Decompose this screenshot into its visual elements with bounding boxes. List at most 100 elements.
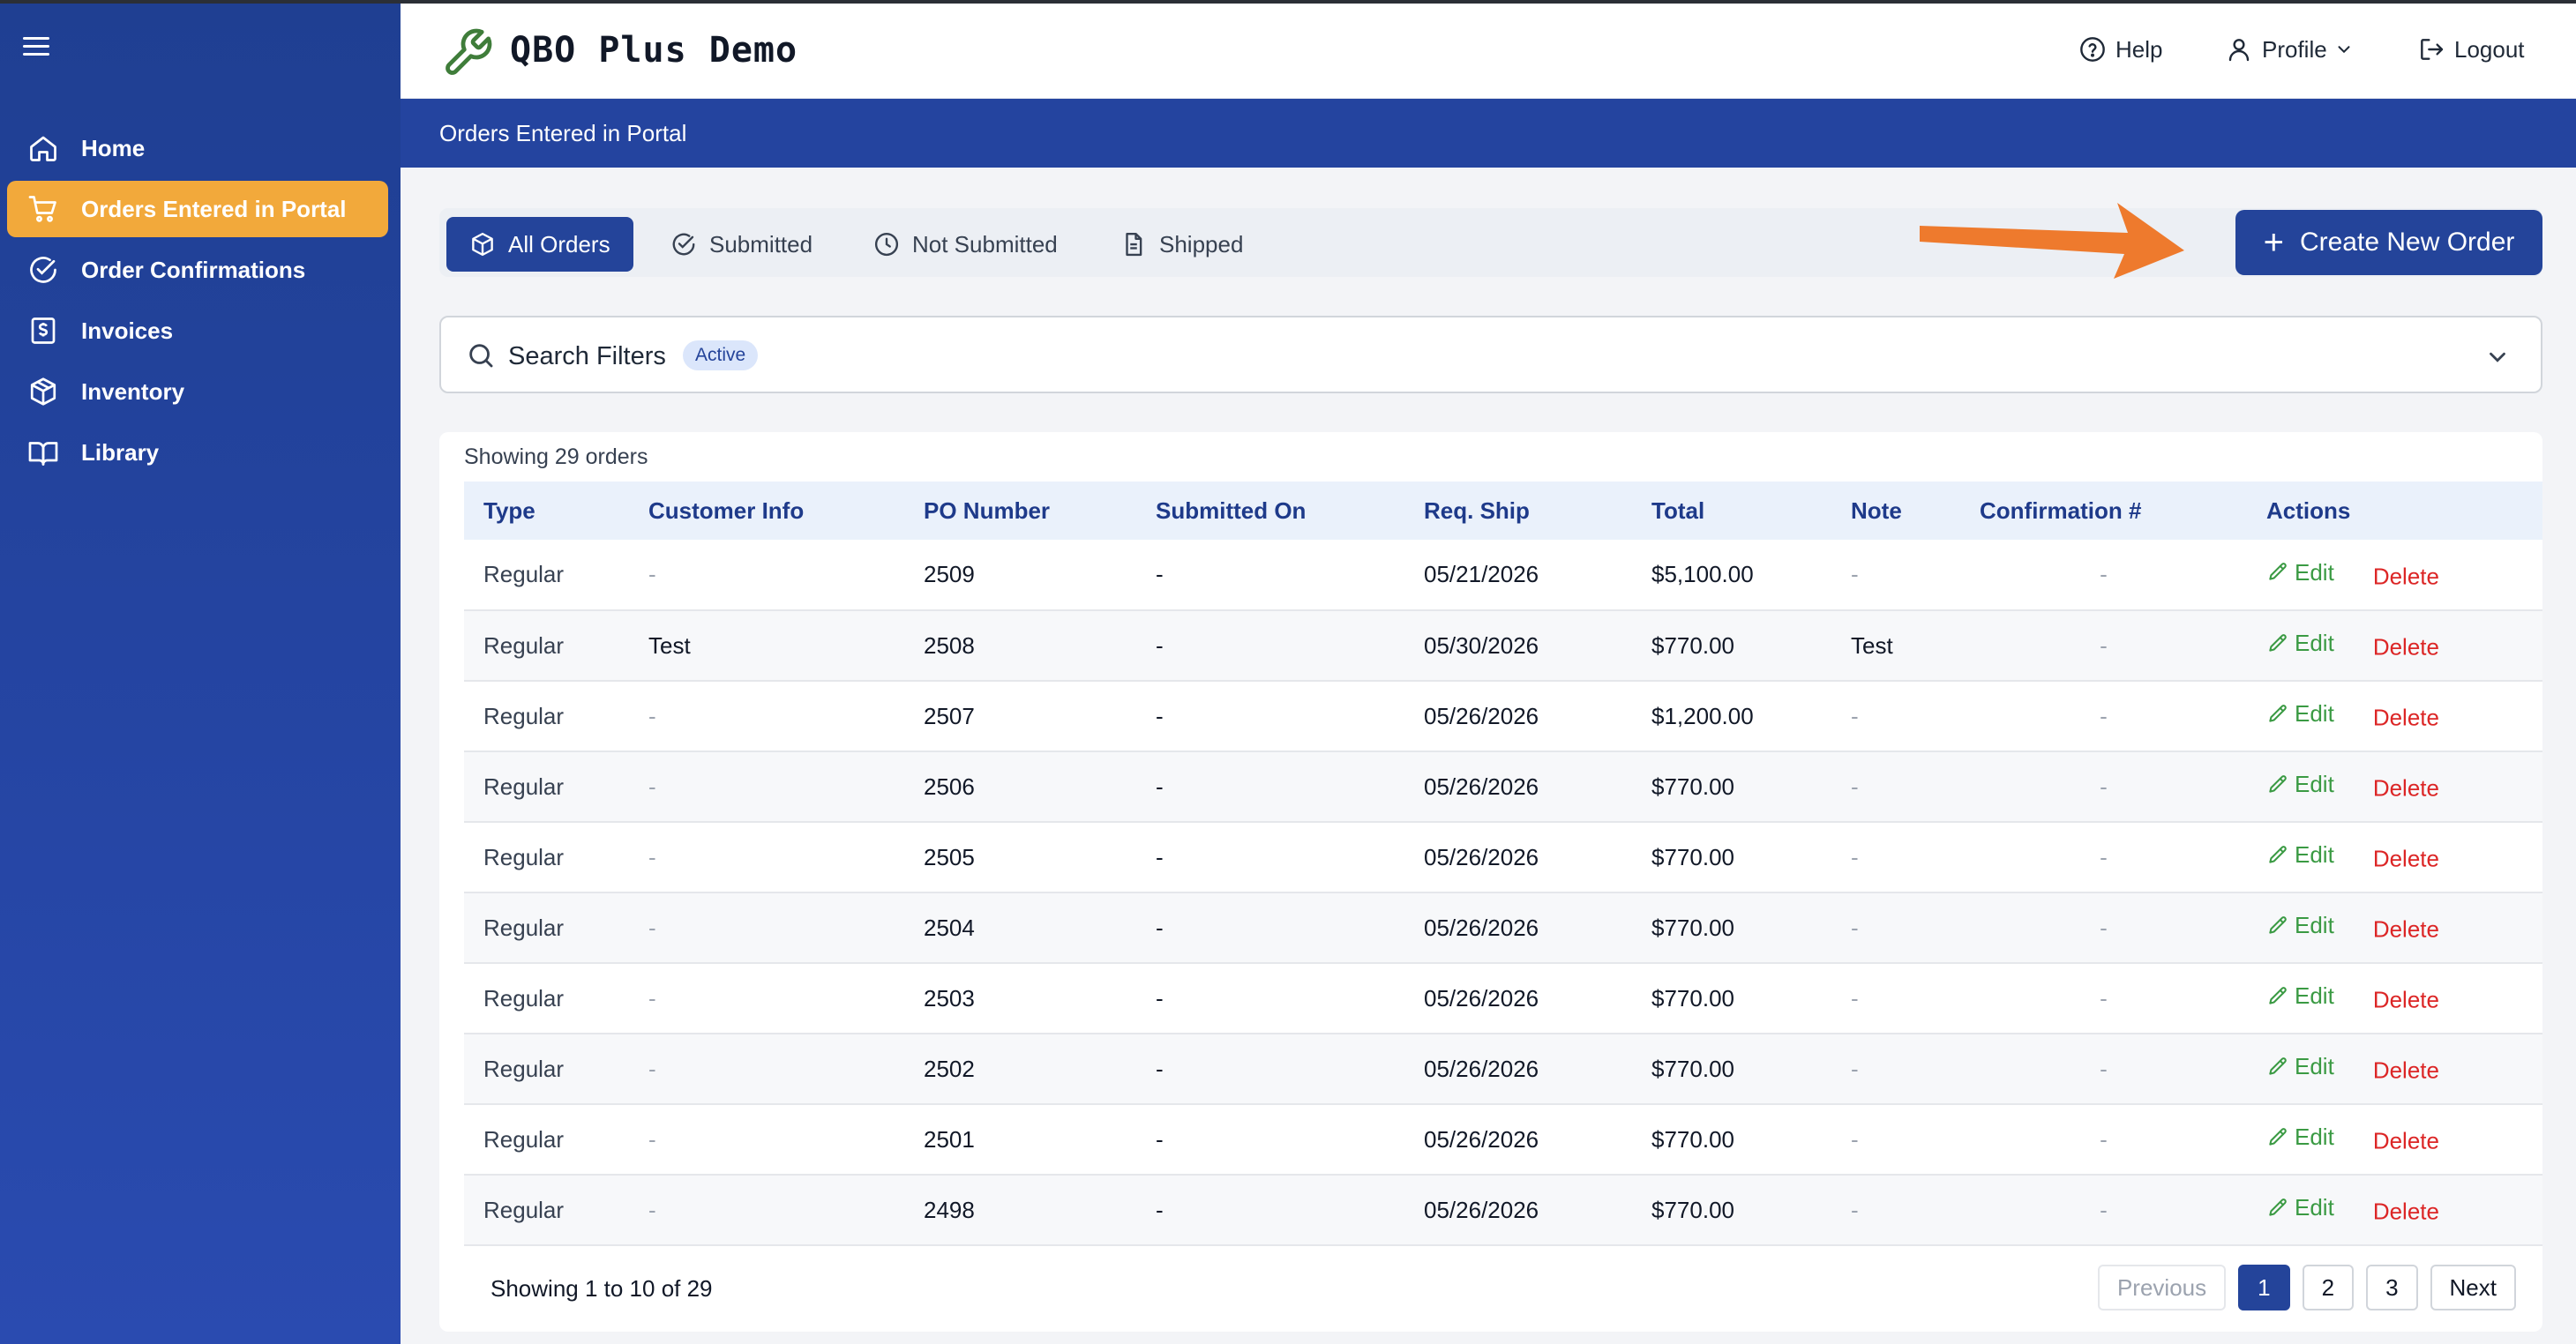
check-circle-icon [26,253,60,287]
table-row: Regular - 2498 - 05/26/2026 $770.00 - - Edit Dele… [464,1175,2542,1245]
column-header: Actions [2266,497,2351,524]
column-header[interactable]: PO Number [924,497,1051,524]
cell-req-ship: 05/26/2026 [1424,1125,1539,1153]
column-header[interactable]: Customer Info [648,497,805,524]
cell-total: $770.00 [1651,631,1734,659]
edit-button[interactable]: Edit [2266,630,2334,657]
cell-actions: Edit Delete [2247,1104,2542,1175]
sidebar-item-orders[interactable]: Orders Entered in Portal [7,181,388,237]
table-row: Regular - 2509 - 05/21/2026 $5,100.00 - - Edit De… [464,540,2542,610]
cell-confirmation: - [2100,1125,2108,1153]
tab-not-submitted[interactable]: Not Submitted [850,217,1081,272]
cell-submitted-on: - [1156,1125,1164,1153]
edit-label: Edit [2295,1124,2334,1151]
profile-button[interactable]: Profile [2225,35,2354,63]
profile-label: Profile [2262,35,2327,63]
tab-label: All Orders [508,230,610,258]
page-button-3[interactable]: 3 [2366,1265,2418,1310]
cell-submitted-on: - [1156,773,1164,800]
sidebar-item-invoices[interactable]: Invoices [7,302,388,359]
cell-req-ship: 05/26/2026 [1424,702,1539,729]
edit-button[interactable]: Edit [2266,1124,2334,1151]
cell-actions: Edit Delete [2247,1175,2542,1245]
delete-button[interactable]: Delete [2372,633,2439,661]
create-new-order-button[interactable]: + Create New Order [2235,210,2542,275]
tab-shipped[interactable]: Shipped [1097,217,1266,272]
edit-button[interactable]: Edit [2266,700,2334,728]
column-header[interactable]: Note [1851,497,1902,524]
delete-button[interactable]: Delete [2372,1127,2439,1154]
table-row: Regular - 2507 - 05/26/2026 $1,200.00 - - Edit De… [464,681,2542,751]
column-header[interactable]: Req. Ship [1424,497,1530,524]
edit-label: Edit [2295,912,2334,939]
pencil-icon [2266,985,2295,1008]
tab-submitted[interactable]: Submitted [648,217,835,272]
cell-note: - [1851,1055,1859,1082]
top-header: QBO Plus Demo Help Profile Logout [401,4,2576,99]
previous-page-button[interactable]: Previous [2097,1265,2227,1310]
column-header[interactable]: Confirmation # [1980,497,2142,524]
chevron-down-icon [2338,46,2350,54]
cell-type: Regular [483,1196,565,1223]
edit-button[interactable]: Edit [2266,1194,2334,1221]
delete-button[interactable]: Delete [2372,915,2439,943]
menu-icon[interactable] [23,37,49,58]
tab-label: Not Submitted [912,230,1058,258]
cell-total: $770.00 [1651,984,1734,1012]
column-header[interactable]: Type [483,497,535,524]
document-icon [1126,232,1142,257]
cell-total: $770.00 [1651,843,1734,870]
cell-note: - [1851,1125,1859,1153]
cell-note: - [1851,702,1859,729]
cell-req-ship: 05/26/2026 [1424,1196,1539,1223]
sidebar-item-label: Inventory [81,377,185,405]
cell-submitted-on: - [1156,561,1164,587]
delete-button[interactable]: Delete [2372,1198,2439,1225]
chevron-down-icon[interactable] [2484,344,2511,370]
edit-button[interactable]: Edit [2266,559,2334,586]
logout-button[interactable]: Logout [2417,35,2525,63]
cell-actions: Edit Delete [2247,892,2542,963]
cell-customer-info: - [648,843,656,870]
cell-customer-info: - [648,702,656,729]
page-button-2[interactable]: 2 [2302,1265,2355,1310]
edit-button[interactable]: Edit [2266,982,2334,1010]
edit-button[interactable]: Edit [2266,771,2334,798]
search-filters-panel[interactable]: Search Filters Active [439,316,2542,393]
edit-label: Edit [2295,982,2334,1010]
sidebar-item-home[interactable]: Home [7,120,388,176]
sidebar-item-library[interactable]: Library [7,424,388,481]
help-button[interactable]: Help [2078,35,2162,63]
cell-submitted-on: - [1156,1055,1164,1082]
edit-label: Edit [2295,630,2334,657]
create-new-order-label: Create New Order [2299,228,2515,257]
tab-all-orders[interactable]: All Orders [446,217,633,272]
column-header[interactable]: Submitted On [1156,497,1307,524]
delete-button[interactable]: Delete [2372,986,2439,1013]
delete-button[interactable]: Delete [2372,774,2439,802]
edit-button[interactable]: Edit [2266,1053,2334,1080]
delete-button[interactable]: Delete [2372,704,2439,731]
edit-button[interactable]: Edit [2266,912,2334,939]
orders-card: Showing 29 orders Type Customer Info PO … [439,432,2542,1332]
cell-type: Regular [483,843,565,870]
delete-button[interactable]: Delete [2372,845,2439,872]
column-header[interactable]: Total [1651,497,1705,524]
cell-type: Regular [483,631,565,659]
cell-req-ship: 05/26/2026 [1424,984,1539,1012]
sidebar-item-order-confirmations[interactable]: Order Confirmations [7,242,388,298]
next-page-button[interactable]: Next [2430,1265,2516,1310]
cell-type: Regular [483,773,565,800]
cell-po-number: 2508 [924,631,975,659]
cell-customer-info: - [648,984,656,1012]
sidebar-item-label: Home [81,134,146,161]
delete-button[interactable]: Delete [2372,1057,2439,1084]
page-button-1[interactable]: 1 [2238,1265,2290,1310]
table-row: Regular - 2503 - 05/26/2026 $770.00 - - Edit Dele… [464,963,2542,1034]
cell-total: $770.00 [1651,914,1734,941]
edit-button[interactable]: Edit [2266,841,2334,869]
delete-button[interactable]: Delete [2372,563,2439,590]
status-badge: Active [683,340,759,370]
sidebar-item-inventory[interactable]: Inventory [7,363,388,420]
cell-req-ship: 05/26/2026 [1424,843,1539,870]
